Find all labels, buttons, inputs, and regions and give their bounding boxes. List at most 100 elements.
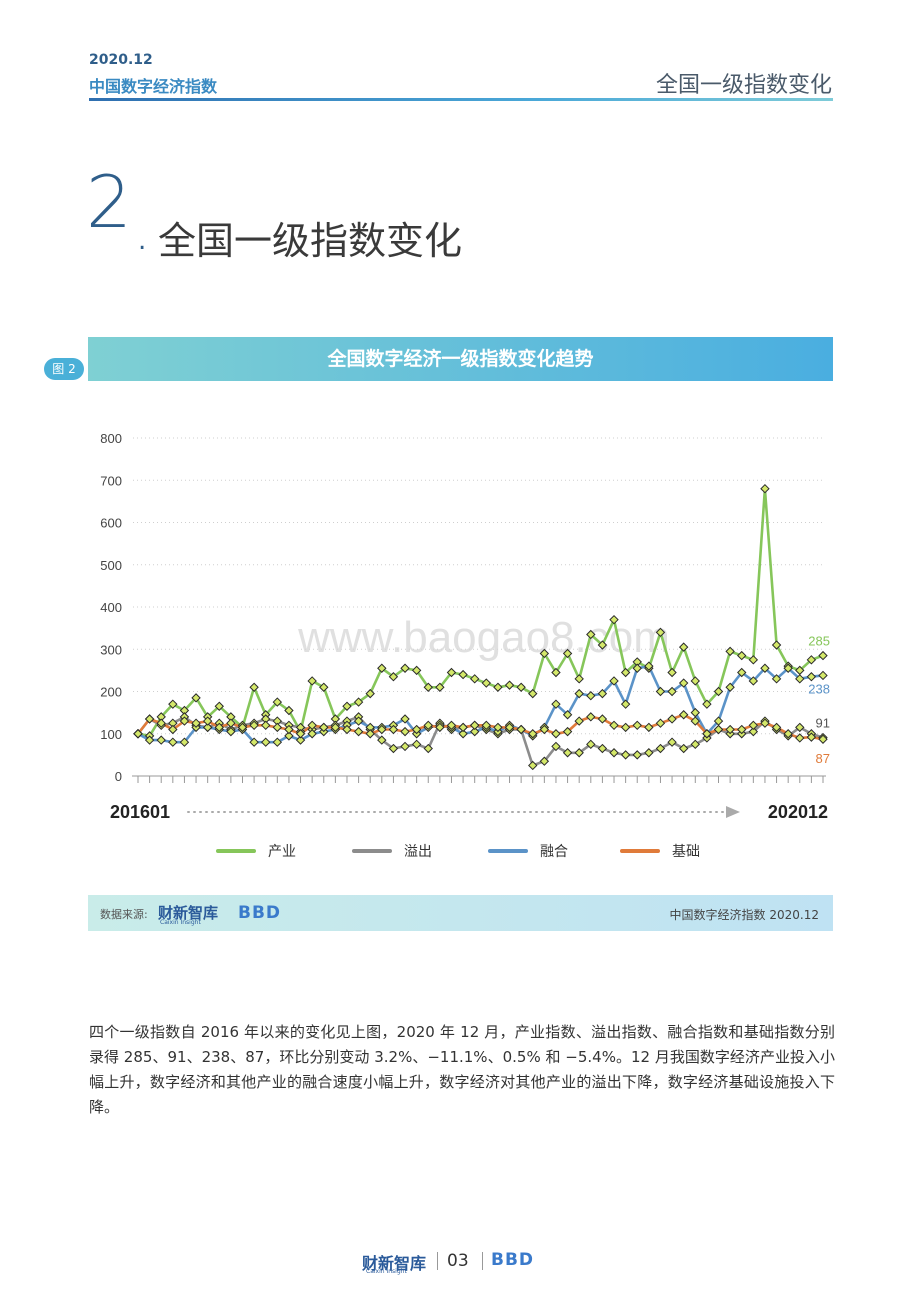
data-point: [586, 691, 596, 701]
data-point: [446, 667, 457, 678]
source-bar: 数据来源: 财新智库 Caixin Insight BBD 中国数字经济指数 2…: [88, 895, 833, 931]
data-point: [493, 682, 503, 692]
source-logo-bbd: BBD: [238, 903, 282, 923]
data-point: [655, 743, 666, 754]
data-point: [168, 699, 178, 709]
data-point: [818, 670, 828, 681]
data-point: [516, 724, 526, 735]
data-point: [249, 737, 259, 747]
data-point: [586, 629, 596, 640]
chart-y-axis: 0 100 200 300 400 500 600 700 800: [100, 431, 122, 784]
legend-label: 基础: [672, 843, 700, 860]
data-point: [435, 682, 445, 692]
data-point: [528, 760, 538, 771]
figure-title: 全国数字经济一级指数变化趋势: [88, 337, 833, 381]
data-point: [423, 743, 433, 754]
data-point: [644, 661, 654, 671]
y-tick-label: 500: [100, 558, 122, 573]
data-point: [272, 697, 283, 707]
chart-legend: 产业 溢出 融合 基础: [216, 843, 700, 860]
data-point: [168, 737, 178, 747]
series-end-label: 91: [816, 716, 830, 731]
data-point: [458, 729, 468, 739]
data-point: [632, 720, 642, 731]
data-point: [771, 640, 782, 650]
x-end-label: 202012: [768, 802, 828, 822]
data-point: [597, 743, 608, 754]
data-point: [574, 748, 584, 758]
data-point: [748, 726, 759, 737]
data-point: [377, 724, 387, 735]
data-point: [551, 741, 561, 752]
data-point: [261, 737, 271, 747]
data-point: [609, 614, 619, 625]
data-point: [226, 718, 236, 728]
data-point: [644, 722, 654, 733]
data-point: [481, 678, 492, 688]
source-label: 数据来源:: [100, 908, 148, 921]
data-point: [597, 688, 608, 699]
data-point: [783, 729, 793, 739]
data-point: [539, 648, 550, 659]
data-point: [191, 718, 201, 728]
watermark: www.baogao8.com: [297, 613, 670, 662]
data-point: [737, 724, 747, 735]
data-point: [295, 729, 306, 739]
data-point: [760, 718, 770, 728]
data-point: [632, 663, 642, 673]
footer-logo: 财新智库: [362, 1254, 427, 1273]
data-point: [168, 724, 178, 735]
data-point: [342, 701, 352, 711]
data-point: [551, 667, 561, 678]
data-point: [725, 682, 735, 692]
header-report-title: 中国数字经济指数: [89, 77, 218, 96]
header-divider: [89, 98, 833, 101]
data-point: [609, 676, 619, 686]
data-point: [620, 699, 631, 709]
y-tick-label: 400: [100, 600, 122, 615]
data-point: [400, 663, 410, 673]
data-point: [574, 674, 584, 684]
data-point: [144, 735, 155, 745]
data-point: [504, 680, 515, 690]
chart-x-axis: [132, 775, 826, 783]
footer-separator: [482, 1252, 483, 1270]
data-point: [423, 720, 433, 731]
y-tick-label: 700: [100, 473, 122, 488]
data-point: [760, 483, 770, 494]
data-point: [644, 748, 654, 758]
source-logo: 财新智库: [158, 904, 219, 922]
data-point: [423, 682, 433, 692]
data-point: [365, 729, 375, 739]
data-point: [597, 640, 608, 650]
data-point: [481, 720, 492, 731]
data-point: [760, 663, 770, 673]
data-point: [446, 720, 457, 731]
data-point: [353, 726, 364, 737]
y-tick-label: 600: [100, 516, 122, 531]
data-point: [400, 726, 410, 737]
data-point: [353, 716, 364, 726]
data-point: [528, 688, 538, 699]
data-point: [214, 701, 224, 711]
legend-label: 溢出: [404, 844, 432, 860]
data-point: [261, 720, 271, 731]
data-point: [284, 724, 294, 735]
data-point: [516, 682, 526, 692]
data-point: [202, 722, 213, 733]
data-point: [562, 748, 573, 758]
data-point: [528, 729, 538, 739]
y-tick-label: 800: [100, 431, 122, 446]
data-point: [458, 722, 468, 733]
data-point: [690, 739, 700, 750]
x-range-arrow: [726, 806, 740, 818]
data-point: [388, 743, 399, 754]
data-point: [353, 697, 364, 707]
data-point: [562, 710, 573, 720]
data-point: [342, 724, 352, 735]
data-point: [737, 650, 747, 661]
footer-logo-subtext: Caixin Insight: [366, 1268, 407, 1275]
section-number-dot: .: [138, 226, 147, 256]
data-point: [493, 722, 503, 733]
footer: 财新智库 Caixin Insight 03 BBD: [0, 1250, 920, 1275]
